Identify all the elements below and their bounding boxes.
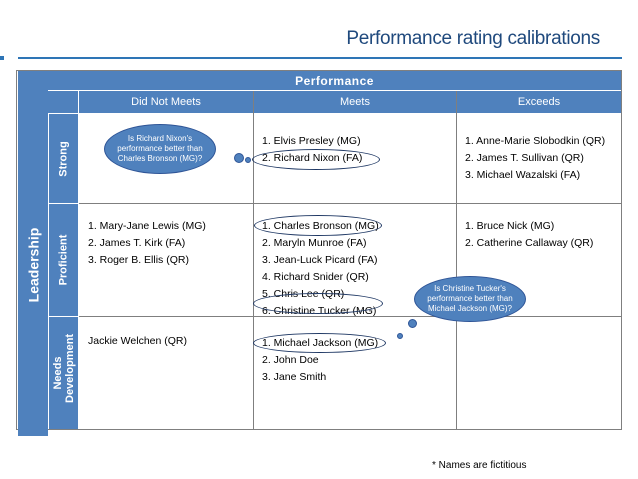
cell-strong-exceeds: 1. Anne-Marie Slobodkin (QR) 2. James T.… <box>465 133 605 184</box>
grid-divider <box>79 316 621 317</box>
leadership-axis-label: Leadership <box>25 227 42 303</box>
slide-title: Performance rating calibrations <box>346 28 600 49</box>
list-item: 2. Catherine Callaway (QR) <box>465 237 594 249</box>
calibration-matrix <box>16 70 622 430</box>
grid-divider <box>78 91 79 429</box>
column-header-meets: Meets <box>340 96 370 108</box>
cell-needs-development-did-not-meet: Jackie Welchen (QR) <box>88 333 187 350</box>
column-header-exceeds: Exceeds <box>517 96 561 108</box>
list-item: 4. Richard Snider (QR) <box>262 271 369 283</box>
highlight-ring-christine-tucker <box>253 293 383 314</box>
row-header-needs-development: Needs Development <box>49 317 78 429</box>
highlight-ring-richard-nixon <box>252 149 380 170</box>
callout-bubble-nixon: Is Richard Nixon's performance better th… <box>104 124 216 174</box>
grid-divider <box>253 91 254 429</box>
list-item: 1. Bruce Nick (MG) <box>465 220 555 232</box>
list-item: 3. Michael Wazalski (FA) <box>465 169 581 181</box>
column-header-did-not-meet: Did Not Meets <box>131 96 201 108</box>
callout-trail-dot <box>234 153 244 163</box>
grid-divider <box>456 91 457 429</box>
row-header-proficient: Proficient <box>49 204 78 316</box>
list-item: 3. Roger B. Ellis (QR) <box>88 254 189 266</box>
cell-proficient-did-not-meet: 1. Mary-Jane Lewis (MG) 2. James T. Kirk… <box>88 218 206 269</box>
highlight-ring-michael-jackson <box>253 333 386 353</box>
row-header-strong: Strong <box>49 114 78 203</box>
list-item: 2. John Doe <box>262 354 319 366</box>
highlight-ring-charles-bronson <box>254 215 382 236</box>
title-rule <box>18 57 622 59</box>
callout-bubble-tucker: Is Christine Tucker's performance better… <box>414 276 526 322</box>
list-item: 3. Jane Smith <box>262 371 327 383</box>
list-item: 3. Jean-Luck Picard (FA) <box>262 254 378 266</box>
cell-proficient-exceeds: 1. Bruce Nick (MG) 2. Catherine Callaway… <box>465 218 593 252</box>
list-item: 1. Mary-Jane Lewis (MG) <box>88 220 206 232</box>
list-item: Jackie Welchen (QR) <box>88 335 188 347</box>
title-accent <box>0 56 4 60</box>
footnote: * Names are fictitious <box>432 460 527 471</box>
list-item: 2. Maryln Munroe (FA) <box>262 237 367 249</box>
list-item: 2. James T. Kirk (FA) <box>88 237 186 249</box>
callout-trail-dot <box>408 319 417 328</box>
callout-trail-dot <box>245 157 251 163</box>
list-item: 2. James T. Sullivan (QR) <box>465 152 584 164</box>
column-header-row <box>48 91 621 113</box>
callout-trail-dot <box>397 333 403 339</box>
list-item: 1. Elvis Presley (MG) <box>262 135 361 147</box>
performance-axis-label: Performance <box>48 71 621 90</box>
list-item: 1. Anne-Marie Slobodkin (QR) <box>465 135 606 147</box>
grid-divider <box>79 203 621 204</box>
leadership-axis-band <box>18 71 48 436</box>
